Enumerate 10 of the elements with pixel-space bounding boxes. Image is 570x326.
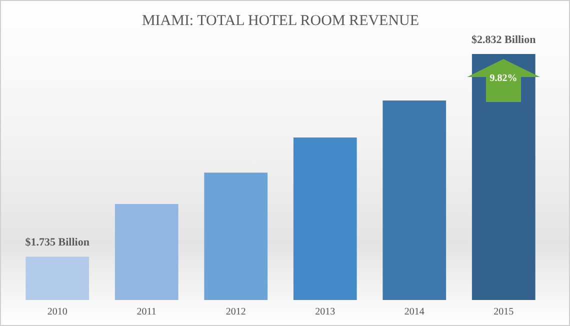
chart-title: MIAMI: TOTAL HOTEL ROOM REVENUE [142,13,420,29]
x-tick-label: 2014 [404,306,424,318]
annotation: 9.82% [488,73,518,84]
x-tick-label: 2010 [47,306,68,318]
x-tick-label: 2012 [226,306,246,318]
x-tick-label: 2011 [136,306,156,318]
x-tick-label: 2015 [494,306,514,318]
data-label: $2.832 Billion [472,34,536,46]
x-tick-label: 2013 [315,306,336,318]
data-label: $1.735 Billion [25,236,90,249]
